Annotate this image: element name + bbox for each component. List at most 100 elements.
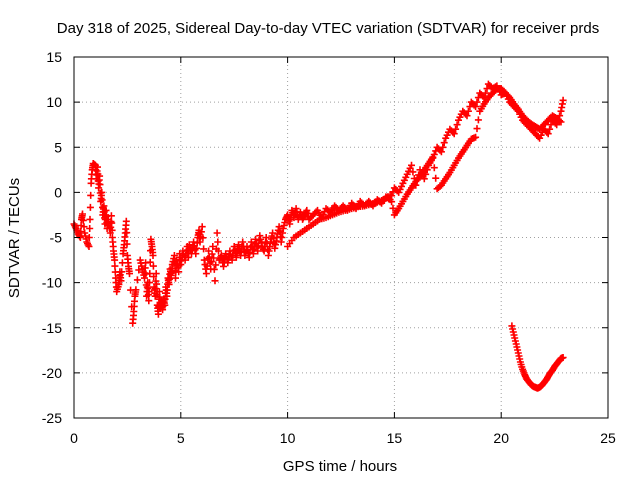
- data-point: [170, 252, 178, 259]
- data-point: [198, 223, 206, 231]
- y-tick-label: 15: [46, 49, 62, 65]
- data-point: [87, 191, 95, 199]
- data-point: [473, 98, 481, 106]
- data-point: [463, 112, 471, 120]
- data-point: [430, 164, 438, 172]
- data-point: [85, 243, 93, 250]
- data-point: [210, 265, 218, 273]
- data-point: [212, 261, 220, 269]
- data-point: [544, 130, 552, 138]
- y-tick-label: 5: [54, 139, 62, 155]
- grid: [74, 57, 608, 418]
- data-point: [96, 181, 104, 189]
- data-point: [100, 202, 108, 210]
- data-point: [107, 212, 115, 220]
- data-point: [108, 226, 116, 234]
- data-point: [79, 216, 87, 224]
- data-point: [409, 168, 417, 176]
- data-point: [473, 125, 481, 133]
- data-point: [94, 163, 101, 171]
- data-point: [408, 161, 415, 169]
- data-point: [79, 210, 86, 218]
- x-tick-label: 15: [387, 430, 403, 446]
- data-point: [559, 96, 567, 104]
- y-tick-label: -15: [42, 320, 62, 336]
- data-point: [145, 297, 153, 305]
- data-point: [132, 286, 140, 294]
- data-point: [146, 270, 154, 278]
- data-point: [146, 279, 153, 287]
- data-point: [77, 228, 85, 235]
- x-tick-label: 0: [70, 430, 78, 446]
- x-tick-label: 20: [493, 430, 509, 446]
- data-point: [80, 223, 88, 231]
- data-point: [152, 285, 159, 293]
- data-point: [96, 172, 104, 180]
- series-secondary: [284, 85, 565, 250]
- data-point: [472, 133, 480, 141]
- data-point: [386, 191, 394, 199]
- data-point: [172, 274, 179, 282]
- data-point: [118, 268, 126, 276]
- data-point: [474, 116, 482, 124]
- data-point: [133, 276, 141, 284]
- data-point: [557, 118, 565, 126]
- data-point: [388, 198, 396, 206]
- data-point: [123, 240, 131, 248]
- y-tick-label: -10: [42, 275, 62, 291]
- data-point: [111, 256, 119, 264]
- data-point: [86, 225, 94, 232]
- data-point: [111, 262, 119, 270]
- data-point: [546, 125, 554, 133]
- data-point: [98, 188, 106, 196]
- data-point: [429, 153, 437, 161]
- y-tick-label: -5: [50, 230, 63, 246]
- data-point: [472, 103, 480, 111]
- y-tick-label: 10: [46, 94, 62, 110]
- data-point: [102, 206, 110, 214]
- data-point: [559, 354, 567, 361]
- data-point: [208, 250, 216, 258]
- data-point: [206, 259, 214, 267]
- data-point: [86, 215, 94, 223]
- data-point: [440, 139, 448, 147]
- data-point: [420, 175, 428, 183]
- data-point: [504, 92, 512, 100]
- data-point: [149, 252, 157, 259]
- data-point: [482, 89, 489, 97]
- y-tick-label: 0: [54, 184, 62, 200]
- data-point: [553, 121, 561, 129]
- data-point: [214, 238, 222, 246]
- data-point: [437, 148, 445, 156]
- data-point: [153, 280, 161, 288]
- data-point: [161, 301, 169, 309]
- series-lower: [508, 322, 567, 392]
- data-point: [98, 196, 106, 204]
- y-tick-label: -20: [42, 365, 62, 381]
- chart-title: Day 318 of 2025, Sidereal Day-to-day VTE…: [57, 20, 599, 37]
- data-point: [163, 286, 171, 294]
- axis-ticks: [73, 56, 609, 419]
- data-point: [200, 245, 208, 253]
- data-point: [152, 270, 160, 278]
- y-tick-label: -25: [42, 410, 62, 426]
- data-point: [207, 258, 215, 266]
- data-point: [146, 258, 154, 266]
- data-point: [286, 215, 294, 223]
- x-axis-label: GPS time / hours: [283, 458, 397, 475]
- data-point: [145, 288, 153, 296]
- tick-labels: 0 5 10 15 20 25 -25 -20 -15 -10 -5 0 5 10 15: [42, 49, 616, 446]
- data-point: [202, 270, 210, 278]
- data-point: [453, 121, 461, 129]
- data-point: [210, 254, 218, 262]
- x-tick-label: 10: [280, 430, 296, 446]
- data-point: [274, 226, 282, 234]
- data-point: [439, 143, 447, 151]
- series-main: [70, 80, 567, 327]
- y-axis-label: SDTVAR / TECUs: [6, 178, 23, 298]
- data-point: [163, 292, 171, 300]
- data-point: [86, 203, 94, 211]
- data-point: [117, 277, 125, 285]
- data-point: [123, 229, 131, 237]
